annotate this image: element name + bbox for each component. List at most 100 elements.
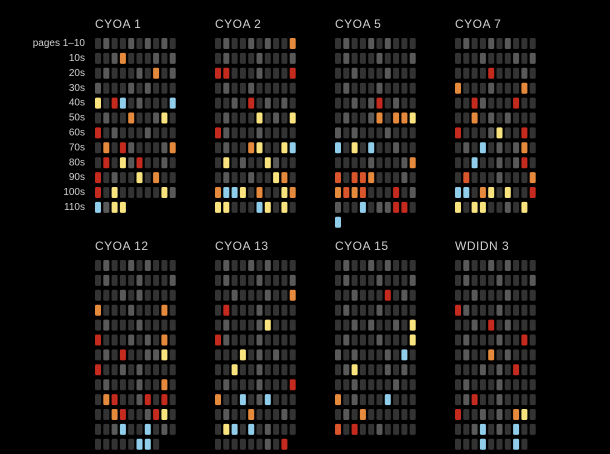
page-cell	[479, 172, 486, 184]
page-cell	[376, 201, 383, 213]
page-cell	[239, 112, 246, 124]
page-cell	[521, 38, 528, 49]
page-cell	[496, 260, 503, 271]
page-cell	[384, 142, 391, 154]
page-cell	[119, 394, 126, 406]
page-cell	[513, 423, 520, 435]
page-cell	[496, 349, 503, 361]
page-cell	[103, 82, 110, 94]
page-cell	[521, 260, 528, 271]
page-cell	[401, 172, 408, 184]
page-cell	[479, 438, 486, 450]
page-cell	[161, 289, 168, 301]
page-cell	[368, 67, 375, 79]
page-cell	[409, 201, 416, 213]
page-cell	[281, 289, 288, 301]
page-cell	[248, 319, 255, 331]
panel-title: CYOA 2	[215, 17, 261, 31]
page-cell	[471, 409, 478, 420]
page-cell	[136, 157, 143, 169]
page-cell	[153, 52, 160, 64]
page-cell	[479, 289, 486, 301]
page-cell	[393, 260, 400, 271]
page-cell	[335, 216, 341, 228]
page-cell	[496, 38, 503, 49]
page-cell	[239, 97, 246, 109]
page-cell	[335, 201, 341, 213]
page-cell	[488, 52, 495, 64]
page-cell	[401, 349, 408, 361]
page-cell	[273, 187, 280, 198]
page-cell	[144, 438, 151, 450]
page-cell	[409, 379, 416, 391]
page-cell	[95, 304, 101, 316]
page-cell	[463, 260, 470, 271]
page-cell	[144, 379, 151, 391]
page-cell	[264, 142, 271, 154]
page-cell	[471, 394, 478, 406]
page-cell	[504, 349, 511, 361]
page-cell	[281, 172, 288, 184]
page-cell	[103, 112, 110, 124]
page-cell	[239, 127, 246, 139]
page-cell	[128, 334, 135, 346]
page-cell	[529, 334, 536, 346]
page-cell	[119, 52, 126, 64]
page-cell	[281, 334, 288, 346]
page-cell	[239, 304, 246, 316]
page-cell	[169, 394, 176, 406]
page-cell	[384, 304, 391, 316]
page-cell	[529, 127, 536, 139]
page-cell	[223, 82, 230, 94]
page-cell	[119, 289, 126, 301]
page-cell	[335, 289, 341, 301]
page-cell	[248, 67, 255, 79]
page-cell	[103, 423, 110, 435]
page-cell	[289, 82, 296, 94]
page-cell	[239, 349, 246, 361]
page-cell	[231, 142, 238, 154]
page-cell	[289, 67, 296, 79]
page-cell	[169, 274, 176, 286]
page-cell	[256, 201, 263, 213]
page-cell	[368, 379, 375, 391]
page-cell	[359, 172, 366, 184]
page-cell	[281, 142, 288, 154]
page-cell	[479, 67, 486, 79]
page-cell	[479, 304, 486, 316]
page-cell	[463, 274, 470, 286]
page-cell	[161, 349, 168, 361]
page-cell	[455, 260, 461, 271]
page-cell	[409, 127, 416, 139]
page-cell	[95, 409, 101, 420]
page-cell	[136, 289, 143, 301]
page-cell	[479, 82, 486, 94]
row-label: 100s	[63, 187, 85, 198]
page-cell	[376, 82, 383, 94]
page-cell	[384, 364, 391, 376]
page-cell	[161, 319, 168, 331]
page-cell	[95, 334, 101, 346]
page-cell	[215, 334, 221, 346]
page-cell	[393, 187, 400, 198]
page-cell	[384, 67, 391, 79]
page-cell	[248, 349, 255, 361]
page-cell	[384, 319, 391, 331]
page-cell	[335, 52, 341, 64]
page-cell	[351, 52, 358, 64]
page-cell	[335, 364, 341, 376]
page-cell	[401, 157, 408, 169]
page-cell	[351, 379, 358, 391]
page-cell	[343, 260, 350, 271]
page-cell	[281, 319, 288, 331]
page-cell	[488, 334, 495, 346]
page-cell	[343, 112, 350, 124]
page-cell	[153, 157, 160, 169]
page-cell	[471, 52, 478, 64]
page-cell	[273, 289, 280, 301]
page-cell	[111, 187, 118, 198]
page-cell	[384, 274, 391, 286]
page-cell	[455, 82, 461, 94]
page-cell	[95, 172, 101, 184]
page-cell	[215, 38, 221, 49]
